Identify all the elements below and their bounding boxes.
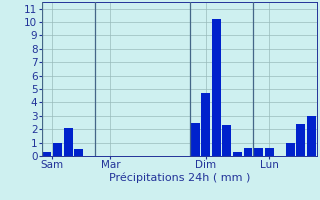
Bar [296, 124, 305, 156]
Bar [212, 19, 221, 156]
Bar [74, 149, 83, 156]
Bar [191, 123, 200, 156]
Bar [222, 125, 231, 156]
Bar [244, 148, 252, 156]
Bar [286, 143, 295, 156]
Bar [233, 152, 242, 156]
Bar [42, 152, 52, 156]
Bar [53, 143, 62, 156]
Bar [64, 128, 73, 156]
Bar [265, 148, 274, 156]
Bar [307, 116, 316, 156]
Bar [201, 93, 210, 156]
Bar [254, 148, 263, 156]
X-axis label: Précipitations 24h ( mm ): Précipitations 24h ( mm ) [108, 173, 250, 183]
